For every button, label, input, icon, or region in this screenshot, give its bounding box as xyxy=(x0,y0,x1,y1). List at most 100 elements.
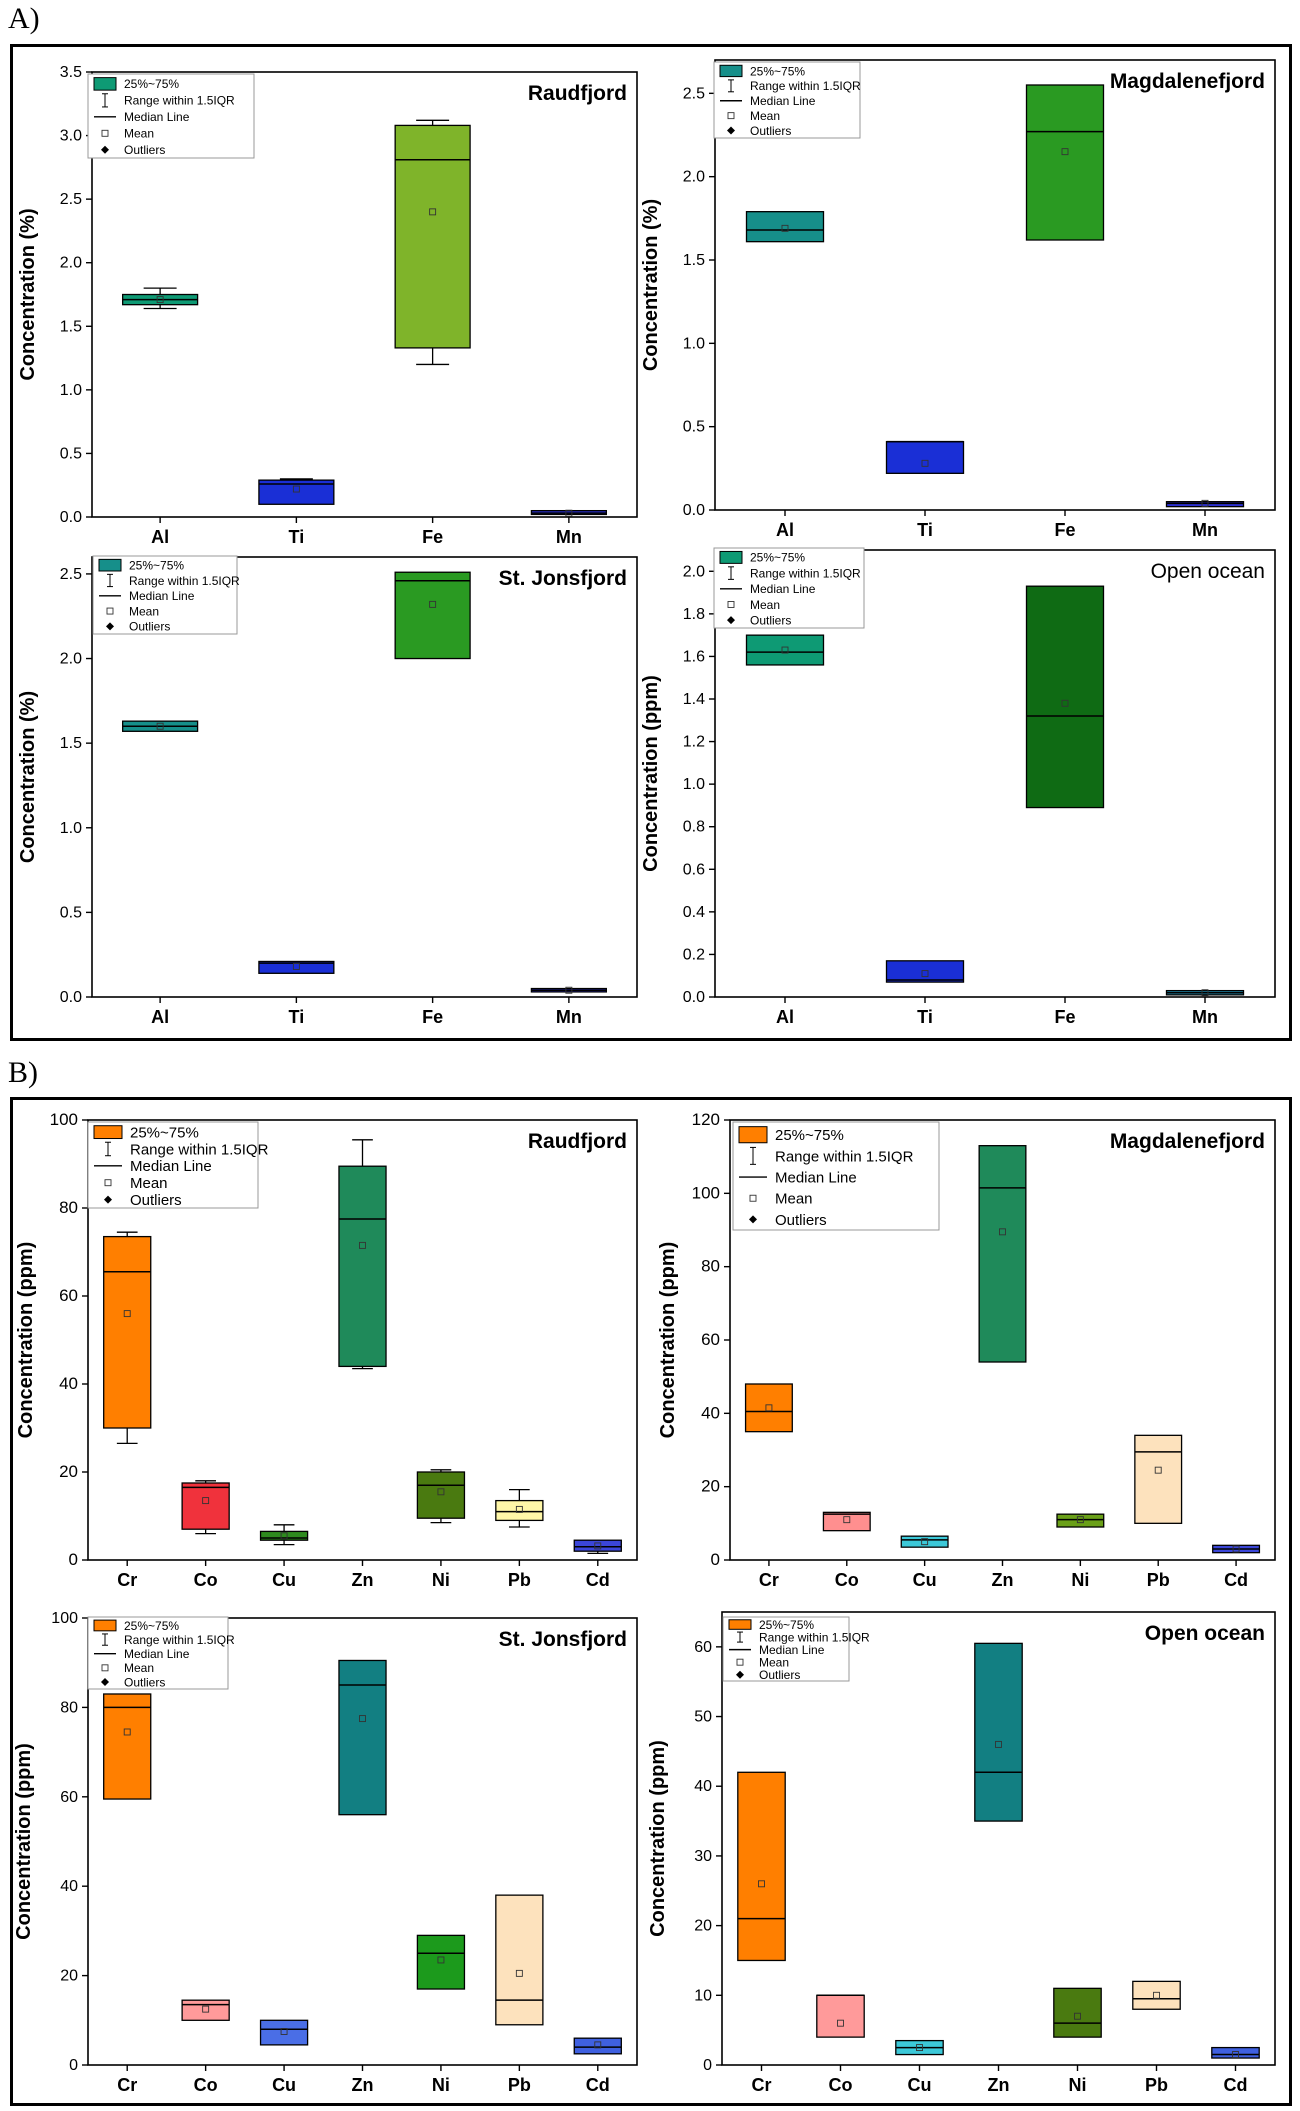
x-tick-label: Cr xyxy=(759,1570,779,1590)
mean-marker xyxy=(1154,1466,1162,1474)
mean-marker xyxy=(1232,1545,1240,1553)
box-Cu xyxy=(259,1530,309,1541)
y-tick-label: 1.2 xyxy=(683,734,705,751)
mean-marker xyxy=(565,509,573,517)
mean-marker xyxy=(280,2028,288,2035)
legend-label: Mean xyxy=(130,1175,168,1192)
x-tick-label: Cu xyxy=(908,2075,932,2095)
x-tick-label: Cd xyxy=(1224,1570,1248,1590)
mean-marker xyxy=(921,970,929,978)
y-tick-label: 1.8 xyxy=(683,606,705,623)
legend-label: Range within 1.5IQR xyxy=(775,1148,914,1165)
x-tick-label: Cr xyxy=(117,2075,137,2095)
legend-label: Mean xyxy=(759,1655,789,1669)
legend-label: Outliers xyxy=(124,143,165,157)
box-Co xyxy=(822,1511,871,1532)
box-Al xyxy=(745,634,825,666)
y-tick-label: 80 xyxy=(60,1699,78,1716)
y-tick-label: 20 xyxy=(59,1462,78,1481)
mean-marker xyxy=(202,2005,210,2013)
x-tick-label: Al xyxy=(776,1007,794,1027)
box-Ti xyxy=(258,960,335,974)
legend-label: 25%~75% xyxy=(750,551,805,565)
y-tick-label: 0.5 xyxy=(60,445,82,462)
panel-label-b: B) xyxy=(8,1056,38,1089)
y-tick-label: 1.0 xyxy=(60,382,82,399)
y-tick-label: 2.5 xyxy=(60,566,82,583)
mean-marker xyxy=(1061,699,1069,707)
y-tick-label: 80 xyxy=(59,1198,78,1217)
x-tick-label: Al xyxy=(776,520,794,540)
mean-marker xyxy=(292,485,300,493)
legend-label: Median Line xyxy=(750,94,816,108)
legend-label: Mean xyxy=(124,127,154,141)
box-Ni xyxy=(1053,1987,1102,2038)
y-tick-label: 80 xyxy=(701,1257,720,1276)
plot-frame xyxy=(714,59,1276,511)
mean-marker xyxy=(758,1880,765,1888)
y-tick-label: 0.4 xyxy=(683,904,705,921)
mean-marker xyxy=(1074,2012,1081,2020)
y-tick-label: 1.6 xyxy=(683,648,705,665)
legend-swatch-outlier xyxy=(727,126,735,135)
y-tick-label: 50 xyxy=(694,1709,712,1726)
mean-marker xyxy=(916,2044,923,2052)
y-tick-label: 100 xyxy=(692,1183,720,1202)
x-tick-label: Cd xyxy=(586,2075,610,2095)
box-Zn xyxy=(338,1659,387,1816)
legend-label: Outliers xyxy=(775,1212,827,1229)
legend-label: 25%~75% xyxy=(750,64,805,78)
y-tick-label: 0 xyxy=(703,2057,712,2074)
legend-label: Median Line xyxy=(124,110,190,124)
legend-swatch-mean xyxy=(106,607,114,615)
x-tick-label: Cu xyxy=(272,1570,296,1590)
y-tick-label: 20 xyxy=(694,1918,712,1935)
legend-label: Median Line xyxy=(130,1158,212,1175)
legend-swatch-mean xyxy=(101,1664,109,1672)
y-tick-label: 60 xyxy=(59,1286,78,1305)
legend-swatch-box xyxy=(93,1125,123,1140)
box-Cd xyxy=(1211,2046,1260,2059)
mean-marker xyxy=(515,1505,523,1513)
box-Zn xyxy=(338,1165,387,1368)
legend-label: Range within 1.5IQR xyxy=(130,1141,269,1158)
legend-swatch-outlier xyxy=(727,616,735,625)
x-tick-label: Fe xyxy=(1054,1007,1075,1027)
box-Cd xyxy=(573,2037,622,2055)
mean-marker xyxy=(123,1310,131,1318)
box-Pb xyxy=(1134,1434,1183,1524)
mean-marker xyxy=(765,1404,773,1412)
y-tick-label: 0.6 xyxy=(683,861,705,878)
box-Cu xyxy=(900,1535,949,1548)
y-tick-label: 120 xyxy=(692,1110,720,1129)
x-tick-label: Mn xyxy=(1192,520,1218,540)
y-tick-label: 1.5 xyxy=(60,735,82,752)
legend-swatch-box xyxy=(738,1126,768,1144)
y-tick-label: 30 xyxy=(694,1848,712,1865)
legend-swatch-mean xyxy=(727,601,735,608)
legend-swatch-box xyxy=(93,1619,117,1632)
mean-marker xyxy=(359,1241,366,1249)
chart-title: St. Jonsfjord xyxy=(499,567,627,590)
x-tick-label: Fe xyxy=(422,527,443,547)
mean-marker xyxy=(515,1969,523,1977)
legend-label: Outliers xyxy=(750,124,791,138)
mean-marker xyxy=(437,1956,445,1964)
y-tick-label: 0.2 xyxy=(683,946,705,963)
y-tick-label: 0.0 xyxy=(683,502,705,519)
y-tick-label: 0.0 xyxy=(60,989,82,1006)
legend-swatch-mean xyxy=(101,129,109,137)
box-Co xyxy=(181,1482,230,1530)
x-tick-label: Pb xyxy=(1145,2075,1168,2095)
box-Pb xyxy=(1132,1980,1181,2010)
y-tick-label: 2.5 xyxy=(60,191,82,208)
plot-frame xyxy=(91,556,638,998)
mean-marker xyxy=(1061,148,1069,156)
x-tick-label: Mn xyxy=(556,527,582,547)
x-tick-label: Zn xyxy=(992,1570,1014,1590)
y-tick-label: 0.0 xyxy=(683,989,705,1006)
y-axis-label: Concentration (%) xyxy=(640,199,662,371)
